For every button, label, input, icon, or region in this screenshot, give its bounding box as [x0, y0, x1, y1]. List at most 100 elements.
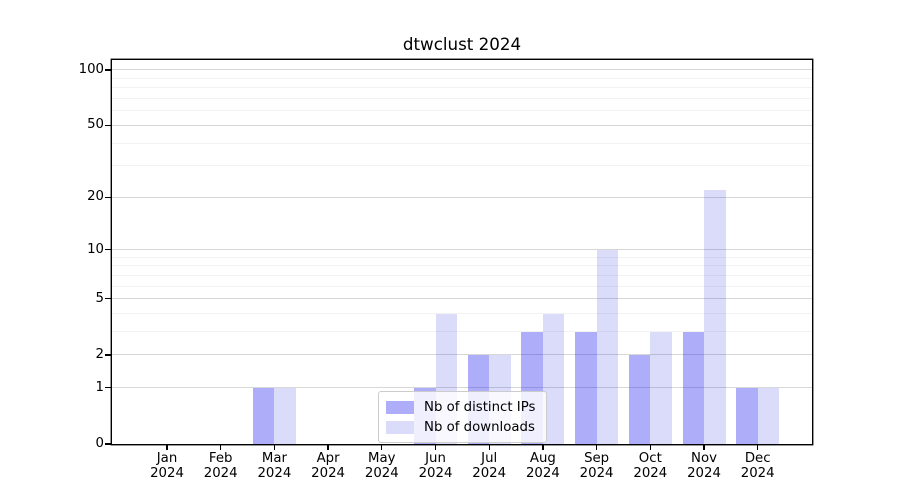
legend-entry-downloads: Nb of downloads [386, 417, 535, 437]
y-tick-label-20: 20 [87, 189, 104, 205]
x-tick-label-line: Jul [481, 451, 498, 466]
x-tick-label-line: 2024 [579, 465, 614, 481]
y-tick-mark-1 [105, 387, 111, 389]
y-tick-label-1: 1 [95, 379, 104, 395]
x-tick-label-line: Jan [156, 451, 178, 466]
plot-area [112, 60, 812, 444]
x-tick-label-mar: Mar 2024 [242, 451, 306, 481]
x-tick-label-aug: Aug 2024 [511, 451, 575, 481]
x-tick-mark-nov [703, 444, 705, 450]
bar-nb-of-downloads-mar [274, 387, 296, 444]
gridline-1 [112, 387, 812, 389]
x-tick-mark-sep [595, 444, 598, 450]
legend-label-downloads: Nb of downloads [424, 419, 535, 435]
y-tick-mark-20 [105, 196, 111, 198]
x-tick-label-line: 2024 [364, 465, 399, 481]
x-tick-label-jun: Jun 2024 [404, 451, 468, 481]
bar-layer [112, 60, 812, 444]
x-tick-label-line: 2024 [418, 465, 453, 481]
legend: Nb of distinct IPs Nb of downloads [378, 391, 548, 443]
bar-nb-of-downloads-nov [704, 189, 726, 444]
x-tick-mark-feb [220, 444, 222, 450]
x-tick-label-jul: Jul 2024 [457, 451, 521, 481]
gridline-90 [112, 77, 812, 79]
gridline-6 [112, 285, 812, 287]
gridline-100 [112, 69, 812, 71]
x-tick-label-line: Aug [529, 451, 556, 466]
gridline-layer [112, 60, 812, 444]
bar-nb-of-downloads-sep [596, 249, 619, 444]
legend-swatch-downloads [386, 420, 414, 434]
x-tick-label-oct: Oct 2024 [618, 451, 682, 481]
x-tick-label-dec: Dec 2024 [726, 451, 790, 481]
x-tick-label-sep: Sep 2024 [565, 451, 629, 481]
x-tick-label-line: Dec [744, 451, 771, 466]
gridline-5 [112, 298, 812, 300]
x-tick-label-line: Apr [316, 451, 340, 466]
x-tick-label-line: 2024 [203, 465, 238, 481]
x-tick-label-line: Oct [638, 451, 662, 466]
y-tick-label-50: 50 [87, 117, 104, 133]
y-tick-mark-10 [105, 249, 111, 251]
x-tick-label-line: 2024 [740, 465, 775, 481]
x-tick-label-line: 2024 [633, 465, 668, 481]
x-tick-label-line: Feb [208, 451, 233, 466]
x-tick-label-line: Nov [691, 451, 717, 466]
x-tick-label-line: 2024 [257, 465, 292, 481]
bar-nb-of-downloads-oct [650, 331, 672, 444]
x-tick-mark-may [381, 444, 383, 450]
chart-title: dtwclust 2024 [402, 34, 522, 54]
bar-nb-of-distinct-ips-sep [575, 331, 597, 444]
gridline-2 [112, 354, 812, 356]
gridline-9 [112, 256, 812, 258]
y-tick-mark-100 [105, 69, 111, 71]
y-tick-label-100: 100 [78, 61, 104, 77]
gridline-30 [112, 165, 812, 167]
gridline-3 [112, 331, 812, 333]
x-tick-label-line: 2024 [687, 465, 721, 481]
bar-nb-of-downloads-dec [757, 387, 780, 444]
legend-label-distinct-ips: Nb of distinct IPs [424, 399, 536, 415]
x-tick-label-may: May 2024 [350, 451, 414, 481]
x-tick-mark-mar [273, 444, 276, 450]
gridline-80 [112, 87, 812, 89]
y-tick-label-0: 0 [95, 436, 104, 451]
x-tick-mark-jul [488, 444, 490, 450]
gridline-50 [112, 124, 812, 126]
bar-nb-of-distinct-ips-mar [252, 387, 275, 444]
x-tick-label-feb: Feb 2024 [189, 451, 253, 481]
bar-nb-of-downloads-aug [542, 313, 565, 444]
y-tick-mark-50 [105, 124, 111, 126]
bar-nb-of-distinct-ips-dec [736, 387, 758, 444]
gridline-60 [112, 110, 812, 112]
x-tick-label-line: May [368, 451, 396, 466]
x-tick-label-line: 2024 [472, 465, 507, 481]
x-tick-label-line: Jun [425, 451, 446, 466]
x-tick-mark-apr [327, 444, 329, 450]
x-tick-mark-jan [166, 444, 168, 450]
x-tick-label-jan: Jan 2024 [135, 451, 199, 481]
x-tick-mark-aug [542, 444, 544, 450]
x-tick-mark-dec [757, 444, 759, 450]
gridline-8 [112, 265, 812, 267]
bar-nb-of-distinct-ips-oct [628, 354, 651, 444]
y-tick-label-10: 10 [87, 241, 104, 257]
legend-swatch-distinct-ips [386, 400, 414, 414]
x-tick-label-line: Mar [261, 451, 287, 466]
y-tick-label-5: 5 [95, 290, 104, 306]
x-tick-mark-jun [434, 444, 437, 450]
gridline-4 [112, 313, 812, 315]
x-tick-label-line: 2024 [311, 465, 346, 481]
x-tick-label-line: Sep [584, 451, 610, 466]
gridline-7 [112, 274, 812, 276]
y-tick-label-2: 2 [95, 346, 104, 362]
y-tick-mark-0 [105, 443, 111, 445]
x-tick-mark-oct [649, 444, 651, 450]
gridline-70 [112, 98, 812, 100]
x-tick-label-line: 2024 [150, 465, 184, 481]
x-tick-label-apr: Apr 2024 [296, 451, 360, 481]
legend-entry-distinct-ips: Nb of distinct IPs [386, 397, 535, 417]
gridline-10 [112, 249, 812, 251]
x-tick-label-line: 2024 [525, 465, 560, 481]
